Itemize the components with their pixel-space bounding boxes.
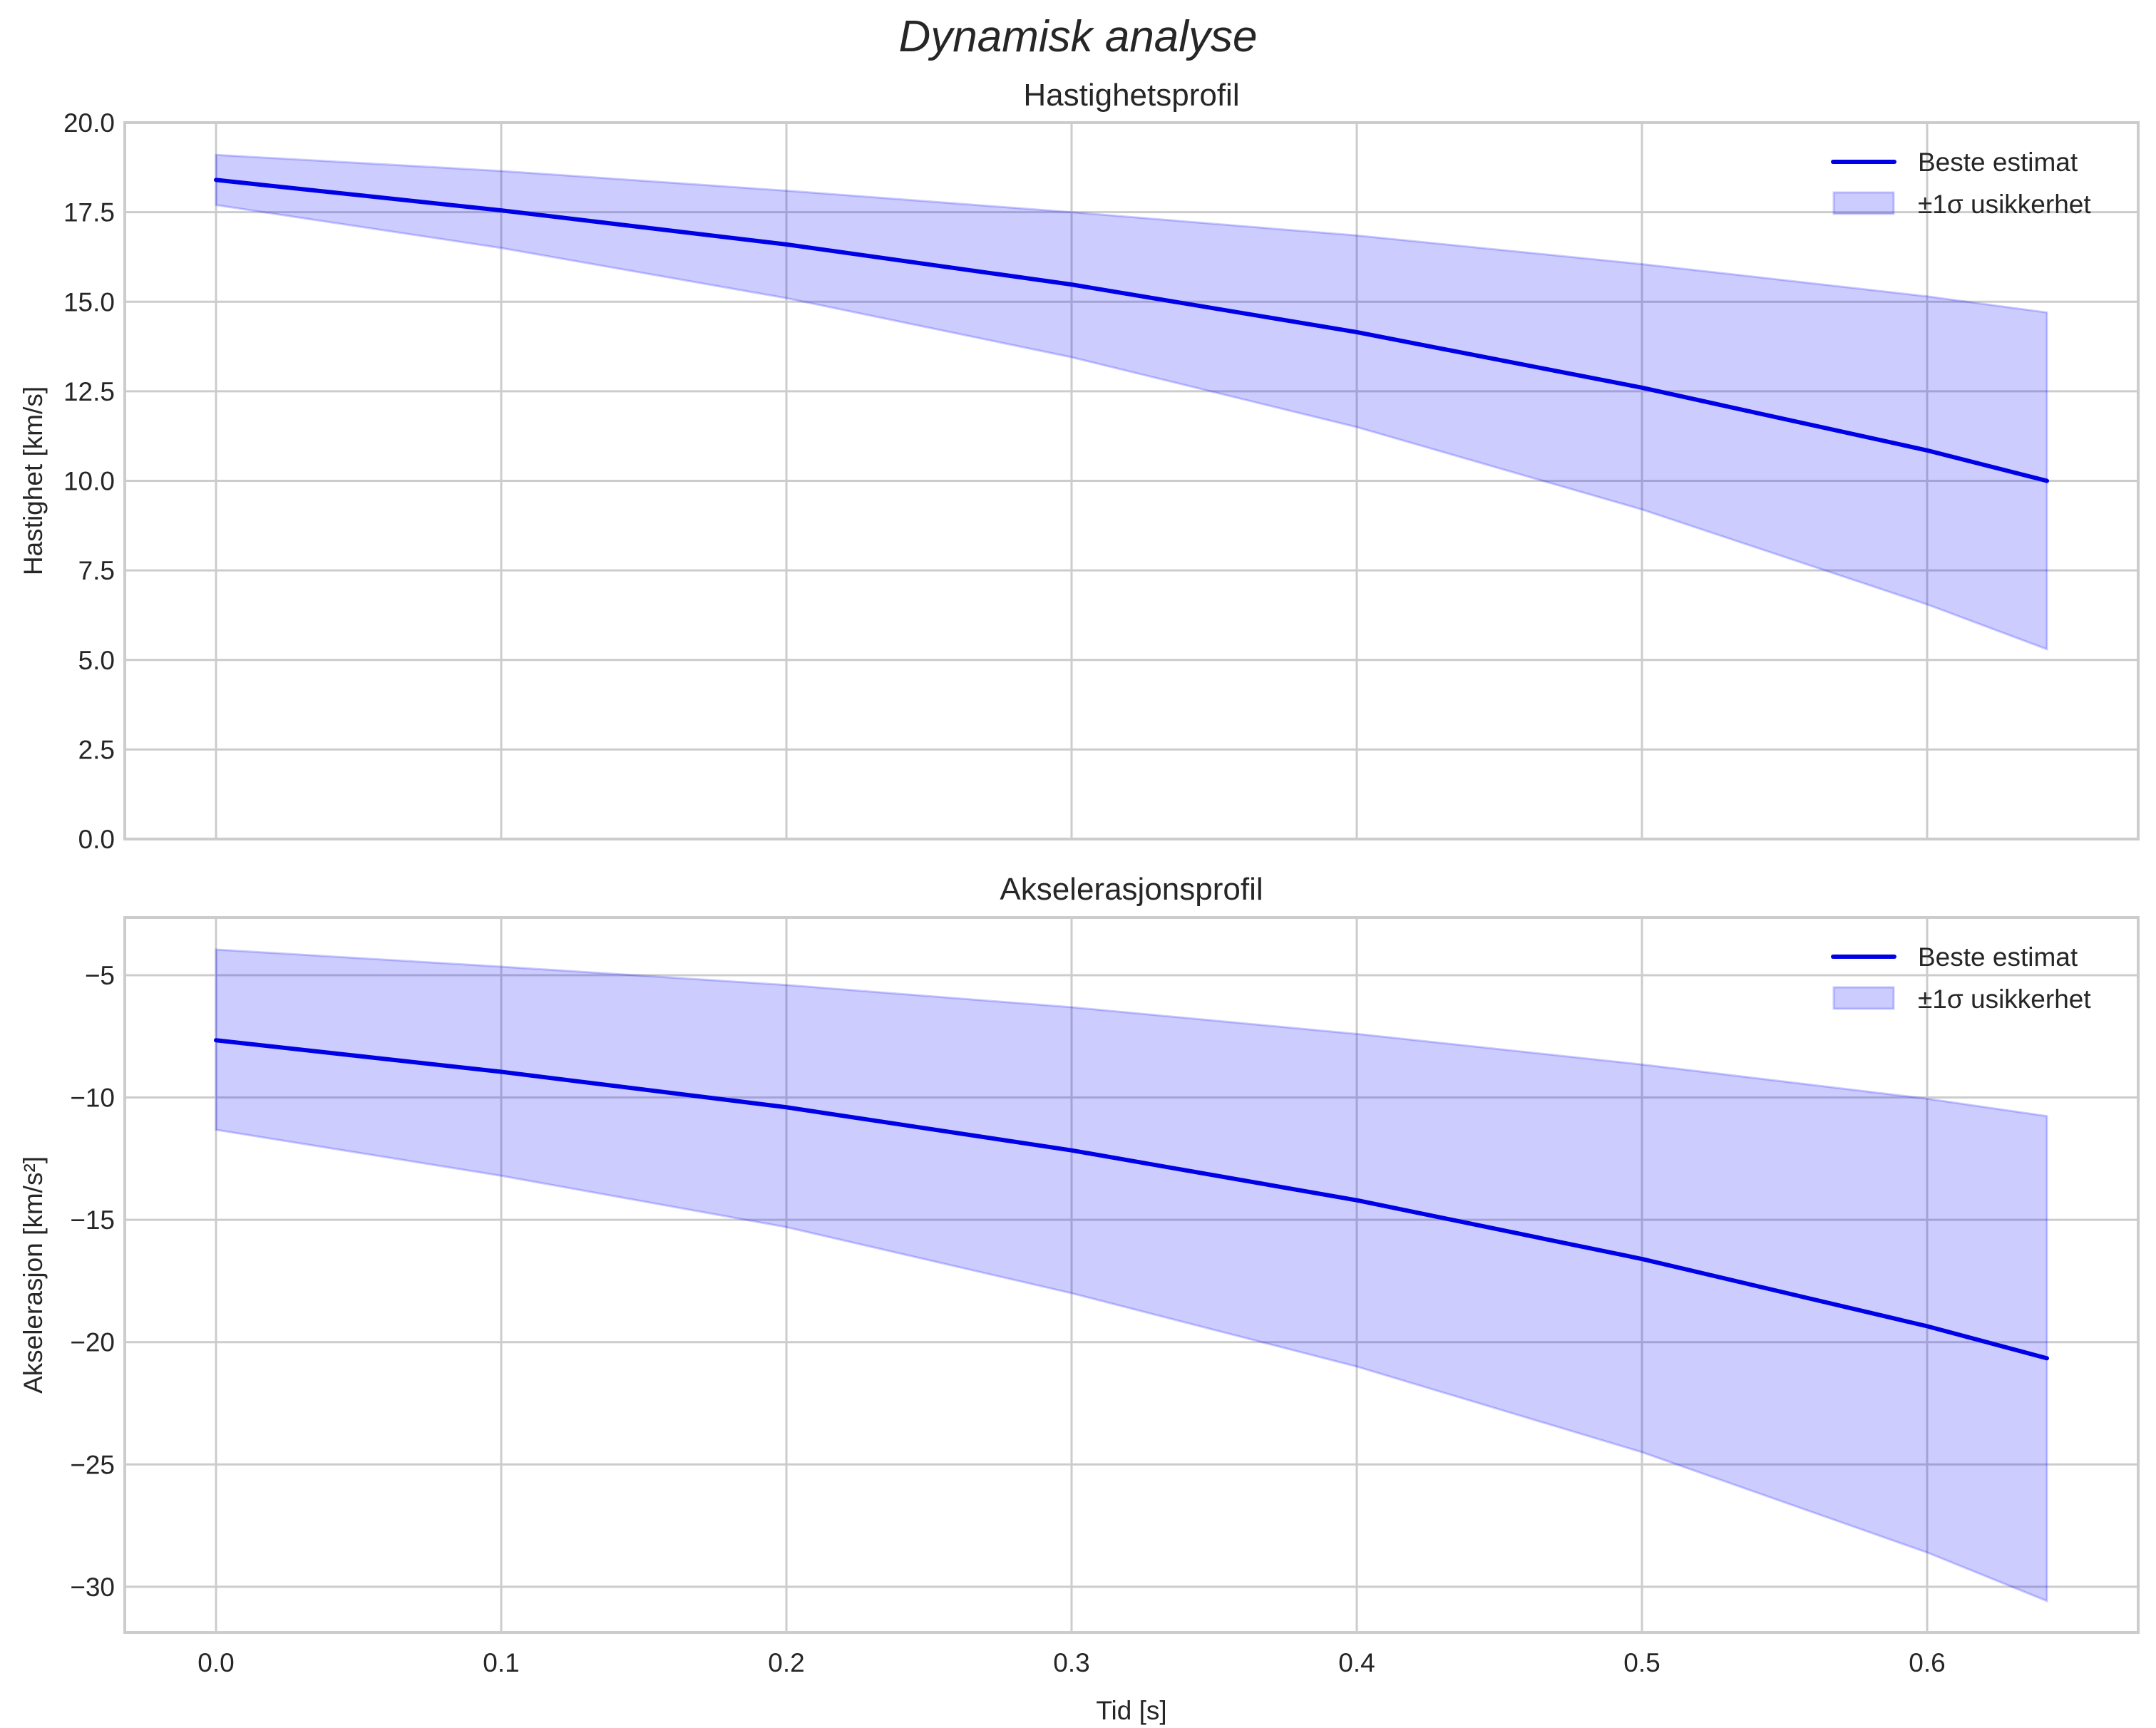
legend-label-estimate: Beste estimat [1918,148,2078,177]
y-tick-label: −15 [70,1205,115,1235]
x-tick-label: 0.3 [1053,1648,1089,1677]
estimate-line-path [214,178,2049,483]
acceleration-x-tick-labels: 0.0 0.1 0.2 0.3 0.4 0.5 0.6 [197,1648,1945,1677]
velocity-legend: Beste estimat ±1σ usikkerhet [1831,148,2091,219]
acceleration-chart: Akselerasjonsprofil −30 −25 −20 −15 −10 −5 0.… [19,872,2140,1725]
x-tick-label: 0.5 [1623,1648,1660,1677]
legend-label-uncertainty: ±1σ usikkerhet [1918,984,2091,1014]
y-tick-label: 12.5 [63,377,115,406]
acceleration-gridlines [125,917,2138,1632]
legend-label-uncertainty: ±1σ usikkerhet [1918,190,2091,219]
velocity-uncertainty-band [215,153,2048,651]
acceleration-y-tick-labels: −30 −25 −20 −15 −10 −5 [70,961,115,1602]
velocity-y-tick-labels: 0.0 2.5 5.0 7.5 10.0 12.5 15.0 17.5 20.0 [63,108,115,854]
y-tick-label: 5.0 [78,646,115,675]
x-tick-label: 0.2 [768,1648,804,1677]
y-tick-label: −30 [70,1573,115,1602]
y-tick-label: 2.5 [78,735,115,764]
y-tick-label: 0.0 [78,825,115,854]
velocity-y-axis-label: Hastighet [km/s] [19,386,48,575]
velocity-chart: Hastighetsprofil 0.0 2.5 5.0 7.5 10.0 12.5 15.… [19,78,2140,854]
y-tick-label: −25 [70,1450,115,1479]
acceleration-uncertainty-band [215,948,2048,1603]
legend-band-swatch-icon [1832,986,1895,1010]
acceleration-legend: Beste estimat ±1σ usikkerhet [1831,942,2091,1014]
x-tick-label: 0.0 [197,1648,234,1677]
y-tick-label: 15.0 [63,287,115,317]
acceleration-chart-title: Akselerasjonsprofil [1000,872,1263,907]
acceleration-x-axis-label: Tid [s] [1096,1696,1166,1725]
acceleration-plot-frame [123,916,2140,1634]
acceleration-y-axis-label: Akselerasjon [km/s²] [19,1156,48,1394]
x-tick-label: 0.6 [1909,1648,1945,1677]
velocity-estimate-line [214,178,2049,483]
estimate-line-path [214,1038,2049,1361]
y-tick-label: 20.0 [63,108,115,138]
legend-band-swatch-icon [1832,191,1895,215]
figure-suptitle: Dynamisk analyse [898,12,1257,61]
y-tick-label: −20 [70,1328,115,1357]
x-tick-label: 0.1 [483,1648,519,1677]
y-tick-label: −5 [85,961,115,990]
uncertainty-band-area [215,153,2048,651]
legend-label-estimate: Beste estimat [1918,942,2078,972]
y-tick-label: 17.5 [63,198,115,227]
x-tick-label: 0.4 [1338,1648,1375,1677]
y-tick-label: −10 [70,1084,115,1113]
velocity-gridlines [125,121,2138,840]
uncertainty-band-area [215,948,2048,1603]
y-tick-label: 10.0 [63,467,115,496]
acceleration-estimate-line [214,1038,2049,1361]
y-tick-label: 7.5 [78,556,115,585]
velocity-plot-frame [123,121,2140,840]
velocity-chart-title: Hastighetsprofil [1023,78,1239,113]
